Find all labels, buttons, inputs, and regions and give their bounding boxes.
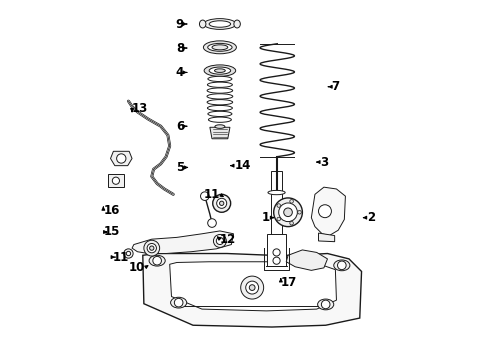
Polygon shape [318, 233, 335, 242]
Circle shape [298, 211, 301, 214]
Bar [108, 174, 124, 187]
Text: 10: 10 [128, 261, 145, 274]
Circle shape [112, 177, 120, 184]
Text: 7: 7 [331, 80, 339, 93]
Polygon shape [170, 262, 337, 311]
Circle shape [147, 243, 156, 253]
Bar [268, 234, 286, 266]
Circle shape [318, 205, 331, 218]
Circle shape [174, 298, 183, 307]
Ellipse shape [149, 255, 165, 266]
Polygon shape [132, 231, 234, 253]
Ellipse shape [215, 69, 225, 72]
Bar [271, 171, 282, 248]
Polygon shape [311, 187, 345, 235]
Ellipse shape [208, 43, 232, 51]
Circle shape [279, 203, 297, 222]
Text: 14: 14 [234, 159, 250, 172]
Circle shape [273, 249, 280, 256]
Circle shape [277, 217, 281, 221]
Ellipse shape [207, 105, 232, 111]
Ellipse shape [209, 67, 231, 74]
Circle shape [213, 194, 231, 212]
Text: 13: 13 [132, 102, 148, 115]
Circle shape [216, 237, 223, 244]
Circle shape [149, 246, 154, 250]
Ellipse shape [208, 117, 231, 122]
Circle shape [321, 300, 330, 309]
Ellipse shape [268, 190, 285, 195]
Ellipse shape [212, 45, 228, 50]
Text: 8: 8 [176, 41, 184, 54]
Circle shape [153, 256, 161, 265]
Text: 15: 15 [103, 225, 120, 238]
Circle shape [144, 240, 160, 256]
Ellipse shape [207, 94, 233, 99]
Ellipse shape [207, 82, 232, 87]
Circle shape [277, 204, 281, 207]
Text: 4: 4 [176, 66, 184, 79]
Ellipse shape [234, 20, 240, 28]
Circle shape [220, 201, 224, 206]
Circle shape [274, 198, 302, 226]
Text: 3: 3 [320, 156, 328, 168]
Text: 9: 9 [176, 18, 184, 31]
Ellipse shape [215, 125, 225, 129]
Ellipse shape [207, 88, 233, 93]
Circle shape [124, 249, 133, 258]
Text: 1: 1 [262, 211, 270, 224]
Circle shape [241, 276, 264, 299]
Text: 11: 11 [204, 188, 220, 201]
Ellipse shape [208, 111, 232, 117]
Polygon shape [111, 151, 132, 166]
Text: 6: 6 [176, 120, 184, 133]
Circle shape [245, 281, 259, 294]
Ellipse shape [318, 299, 334, 310]
Ellipse shape [203, 41, 236, 54]
Circle shape [249, 285, 255, 291]
Circle shape [200, 192, 209, 201]
Circle shape [208, 219, 216, 227]
Circle shape [273, 257, 280, 264]
Ellipse shape [204, 65, 236, 76]
Ellipse shape [204, 19, 236, 30]
Circle shape [284, 208, 293, 217]
Ellipse shape [199, 20, 206, 28]
Circle shape [217, 198, 227, 208]
Circle shape [290, 221, 294, 225]
Text: 11: 11 [112, 251, 128, 264]
Ellipse shape [207, 100, 233, 105]
Ellipse shape [209, 21, 231, 27]
Circle shape [214, 234, 226, 247]
Polygon shape [143, 253, 362, 327]
Circle shape [290, 199, 294, 203]
Polygon shape [286, 250, 327, 270]
Circle shape [117, 154, 126, 163]
Circle shape [338, 261, 346, 270]
Text: 16: 16 [103, 204, 120, 217]
Circle shape [126, 251, 131, 256]
Polygon shape [210, 127, 230, 139]
Ellipse shape [171, 297, 187, 308]
Text: 2: 2 [367, 211, 375, 224]
Ellipse shape [208, 76, 232, 81]
Text: 12: 12 [220, 233, 236, 246]
Ellipse shape [334, 260, 350, 271]
Text: 5: 5 [176, 161, 184, 174]
Text: 17: 17 [281, 276, 297, 289]
